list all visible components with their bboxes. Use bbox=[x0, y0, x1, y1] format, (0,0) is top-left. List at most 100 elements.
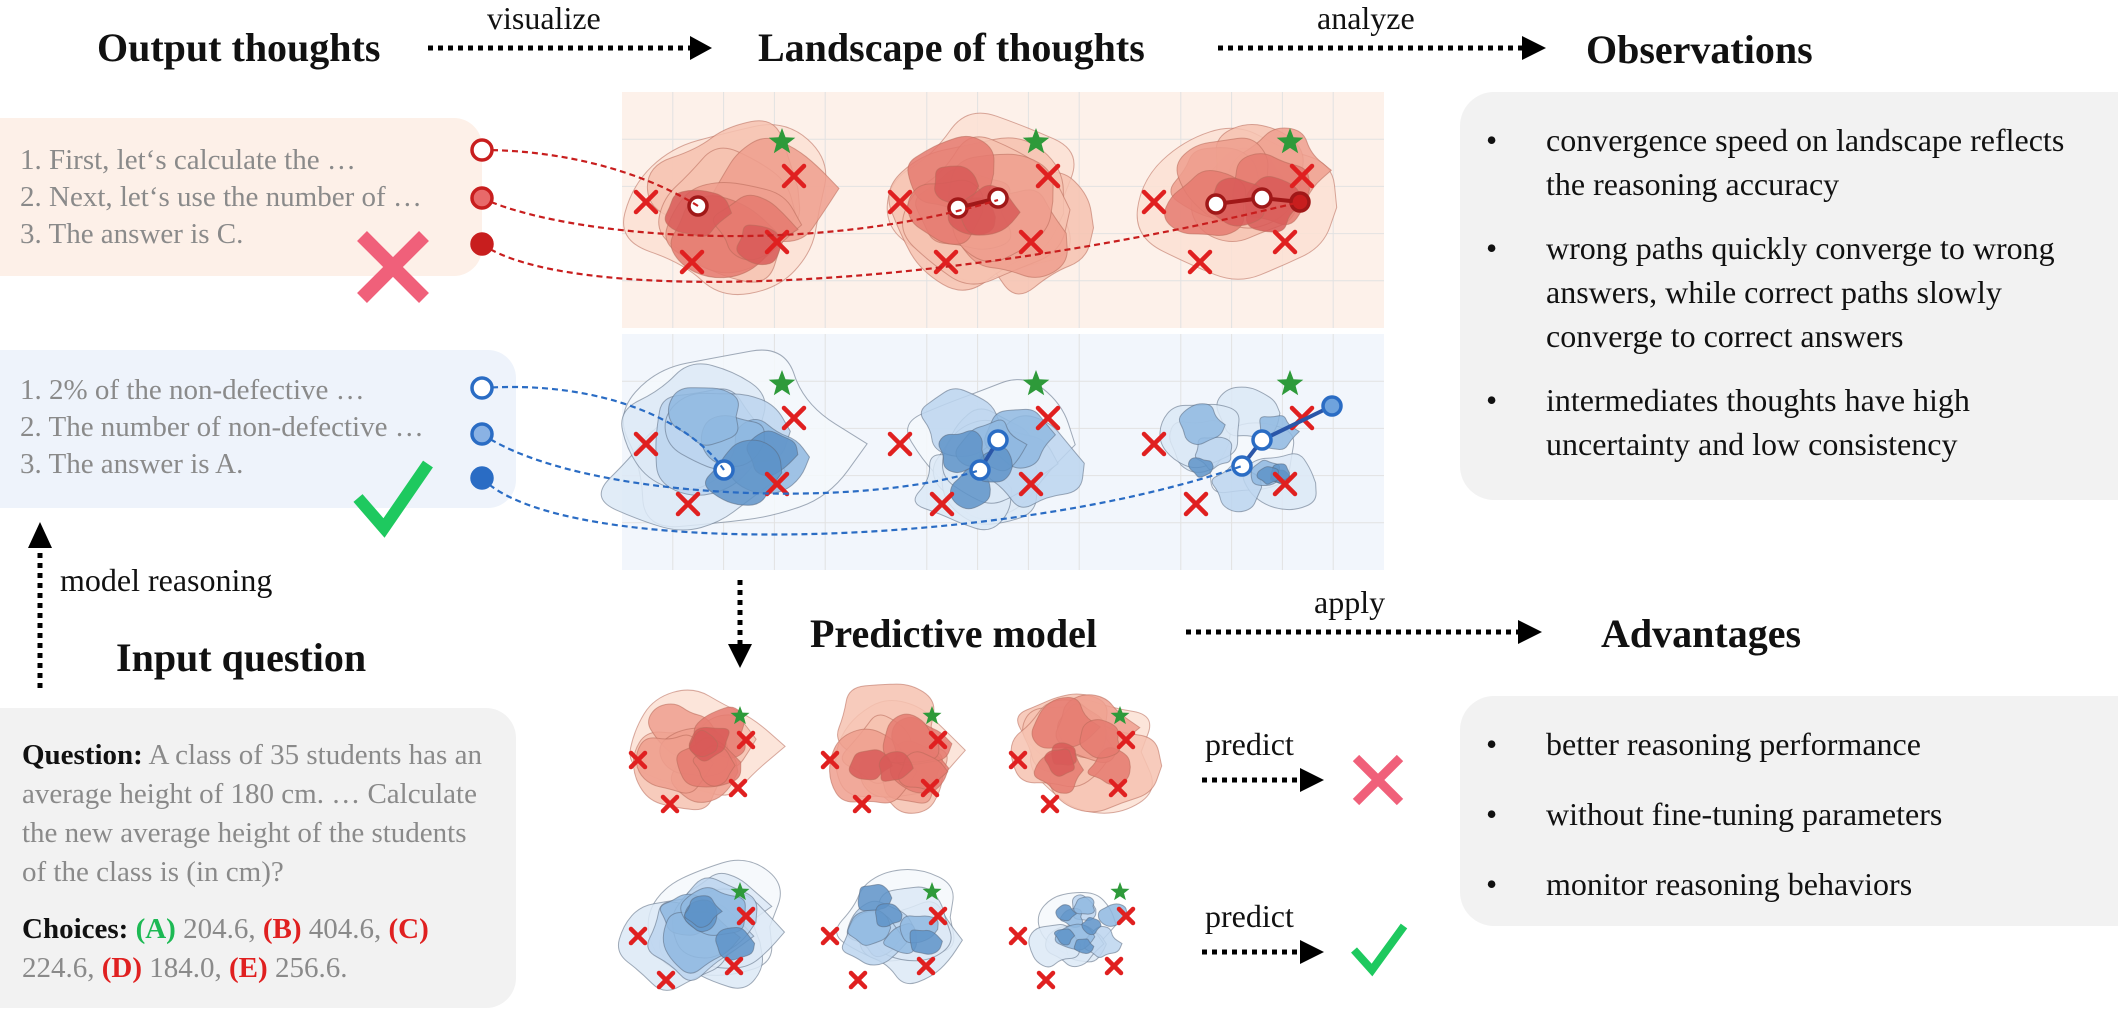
node-wrong-3 bbox=[470, 232, 494, 256]
cross-mark-icon bbox=[1036, 970, 1056, 990]
cross-mark-icon bbox=[724, 956, 744, 976]
cross-mark-icon bbox=[1141, 431, 1167, 457]
arrow-right-icon bbox=[1522, 36, 1546, 60]
observation-item: • intermediates thoughts have high uncert… bbox=[1460, 378, 2090, 466]
cross-mark-icon bbox=[675, 491, 701, 517]
star-icon bbox=[730, 882, 750, 901]
cross-mark-icon bbox=[1141, 189, 1167, 215]
arrow-right-icon bbox=[1300, 768, 1324, 792]
heading-observations: Observations bbox=[1586, 27, 1813, 72]
cross-mark-icon bbox=[1035, 163, 1061, 189]
choice-value: 404.6, bbox=[308, 913, 382, 945]
cross-mark-icon bbox=[633, 431, 659, 457]
cross-mark-icon bbox=[933, 249, 959, 275]
thought-marker bbox=[987, 187, 1009, 209]
choice-value: 204.6, bbox=[183, 913, 256, 945]
thought-paths-red bbox=[481, 148, 1301, 283]
observation-item: • wrong paths quickly converge to wrong a… bbox=[1460, 226, 2090, 358]
observations-box bbox=[1460, 92, 2118, 500]
star-icon bbox=[768, 370, 796, 396]
cross-mark-icon bbox=[656, 970, 676, 990]
path-segment bbox=[1261, 404, 1333, 442]
cross-mark-icon bbox=[1116, 730, 1136, 750]
thought-marker bbox=[1251, 429, 1273, 451]
heading-output-thoughts: Output thoughts bbox=[97, 25, 381, 70]
heading-predictive-model: Predictive model bbox=[810, 611, 1097, 656]
cross-mark-icon bbox=[781, 405, 807, 431]
star-icon bbox=[922, 706, 942, 725]
path-thought-3 bbox=[481, 200, 1301, 283]
star-icon bbox=[1276, 128, 1304, 154]
observation-text: wrong paths quickly converge to wrong an… bbox=[1546, 230, 2055, 354]
correct-thought-1: 1. 2% of the non-defective … bbox=[20, 374, 365, 406]
path-thought-2 bbox=[481, 197, 999, 238]
advantage-item: • monitor reasoning behaviors bbox=[1460, 862, 2090, 906]
advantage-item: • better reasoning performance bbox=[1460, 722, 2090, 766]
thought-marker bbox=[947, 197, 969, 219]
advantage-item: • without fine-tuning parameters bbox=[1460, 792, 2090, 836]
flow-arrows bbox=[37, 45, 1522, 955]
cross-mark-icon bbox=[781, 163, 807, 189]
cross-mark-icon bbox=[852, 794, 872, 814]
contour-plot bbox=[836, 869, 964, 985]
observation-item: • convergence speed on landscape reflects… bbox=[1460, 118, 2090, 206]
label-model-reasoning: model reasoning bbox=[60, 562, 273, 598]
observation-text: intermediates thoughts have high uncerta… bbox=[1546, 382, 1970, 462]
arrow-right-icon bbox=[690, 36, 712, 60]
advantage-text: monitor reasoning behaviors bbox=[1546, 866, 1913, 902]
correct-thought-2: 2. The number of non-defective … bbox=[20, 411, 424, 443]
label-apply: apply bbox=[1314, 584, 1386, 620]
choice-value: 256.6. bbox=[274, 952, 348, 984]
choice-key: (C) bbox=[388, 913, 429, 945]
cross-mark-icon bbox=[728, 778, 748, 798]
choice-value: 184.0, bbox=[149, 952, 222, 984]
contour-plot bbox=[629, 689, 786, 811]
cross-mark-icon bbox=[887, 431, 913, 457]
cross-mark-icon bbox=[929, 491, 955, 517]
star-icon bbox=[1110, 706, 1130, 725]
thought-nodes bbox=[470, 138, 494, 490]
thought-marker bbox=[987, 429, 1009, 451]
wrong-thoughts-list: 1. First, let‘s calculate the … 2. Next,… bbox=[0, 118, 482, 276]
choice-value: 224.6, bbox=[22, 952, 95, 984]
cross-mark-icon bbox=[764, 471, 790, 497]
node-correct-1 bbox=[470, 376, 494, 400]
cross-mark-icon bbox=[1008, 750, 1028, 770]
bullet-icon: • bbox=[1486, 866, 1498, 902]
cross-mark-icon bbox=[916, 956, 936, 976]
arrow-right-icon bbox=[1518, 620, 1542, 644]
choice-key: (E) bbox=[229, 952, 268, 984]
wrong-thought-1: 1. First, let‘s calculate the … bbox=[20, 144, 356, 176]
cross-mark-icon bbox=[887, 189, 913, 215]
label-predict-top: predict bbox=[1205, 726, 1294, 762]
bullet-icon: • bbox=[1486, 382, 1498, 418]
input-question-box bbox=[0, 708, 516, 1008]
cross-mark-icon bbox=[1116, 906, 1136, 926]
node-correct-2 bbox=[470, 422, 494, 446]
cross-mark-icon bbox=[928, 906, 948, 926]
cross-mark-icon bbox=[848, 970, 868, 990]
landscape-plots bbox=[600, 92, 1384, 991]
thought-paths-blue bbox=[481, 385, 1243, 536]
observations-list: • convergence speed on landscape reflects… bbox=[1460, 118, 2090, 466]
cross-mark-icon bbox=[736, 906, 756, 926]
cross-mark-icon bbox=[1035, 405, 1061, 431]
choices-label: Choices: bbox=[22, 913, 129, 945]
star-icon bbox=[1022, 370, 1050, 396]
star-icon bbox=[1276, 370, 1304, 396]
contour-plot bbox=[907, 379, 1085, 531]
star-icon bbox=[922, 882, 942, 901]
cross-mark-icon bbox=[1008, 926, 1028, 946]
bullet-icon: • bbox=[1486, 230, 1498, 266]
cross-mark-icon bbox=[357, 231, 429, 303]
observation-text: convergence speed on landscape reflects … bbox=[1546, 122, 2065, 202]
cross-mark-icon bbox=[633, 189, 659, 215]
star-icon bbox=[768, 128, 796, 154]
question-block: Question: A class of 35 students has an … bbox=[22, 736, 492, 892]
check-mark-icon bbox=[1351, 923, 1408, 977]
contour-plot bbox=[623, 120, 840, 296]
wrong-thought-3: 3. The answer is C. bbox=[20, 218, 244, 250]
cross-mark-icon bbox=[1352, 754, 1404, 806]
choice-key: (A) bbox=[135, 913, 176, 945]
